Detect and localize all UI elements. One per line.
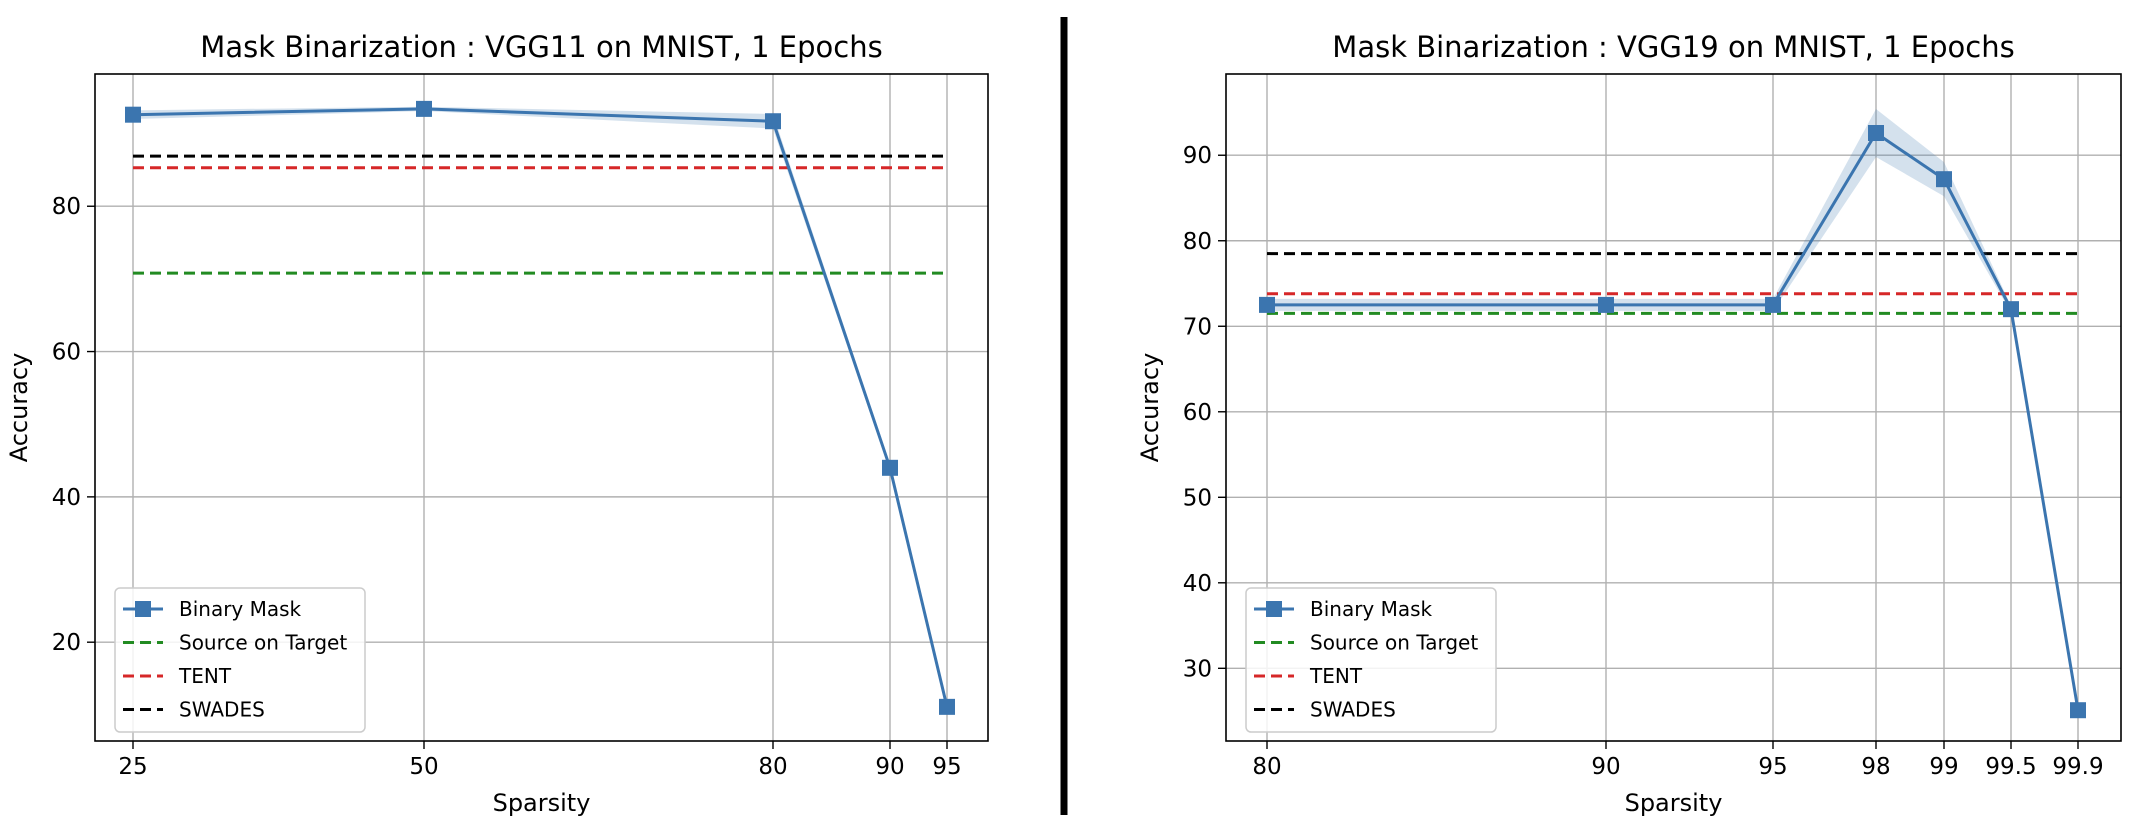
y-tick-label: 50	[1183, 485, 1212, 511]
data-point	[416, 100, 432, 117]
data-point	[939, 698, 955, 715]
legend-label: SWADES	[179, 698, 265, 722]
x-tick-label: 80	[1252, 754, 1281, 780]
data-point	[125, 106, 141, 123]
data-point	[2070, 702, 2086, 719]
y-tick-label: 60	[52, 340, 81, 366]
grid	[95, 74, 988, 741]
data-point	[1259, 296, 1275, 313]
plot-frame	[94, 73, 989, 742]
x-tick-label: 80	[758, 754, 787, 780]
x-tick-label: 90	[875, 754, 904, 780]
legend-marker	[135, 601, 151, 617]
legend-marker	[1266, 601, 1282, 617]
legend: Binary Mask Source on Target TENT SWADES	[1245, 587, 1497, 733]
y-tick-label: 30	[1183, 656, 1212, 682]
legend-box	[1245, 587, 1497, 733]
legend-label: Source on Target	[1310, 631, 1478, 655]
y-tick-label: 80	[52, 194, 81, 220]
data-point	[882, 459, 898, 476]
x-tick-label: 95	[1758, 754, 1787, 780]
y-tick-label: 20	[52, 630, 81, 656]
y-tick-label: 80	[1183, 229, 1212, 255]
chart-title: Mask Binarization : VGG19 on MNIST, 1 Ep…	[1332, 30, 2014, 64]
x-tick-label: 90	[1591, 754, 1620, 780]
legend-box	[114, 587, 366, 733]
legend-label: Binary Mask	[179, 597, 302, 621]
y-tick-label: 40	[1183, 571, 1212, 597]
x-tick-label: 50	[409, 754, 438, 780]
legend: Binary Mask Source on Target TENT SWADES	[114, 587, 366, 733]
y-tick-label: 90	[1183, 143, 1212, 169]
y-tick-label: 60	[1183, 400, 1212, 426]
data-point	[1598, 296, 1614, 313]
chart-title: Mask Binarization : VGG11 on MNIST, 1 Ep…	[200, 30, 882, 64]
data-point	[1765, 296, 1781, 313]
legend-label: SWADES	[1310, 698, 1396, 722]
data-point	[2003, 301, 2019, 318]
legend-label: TENT	[1309, 664, 1363, 688]
legend-label: Source on Target	[179, 631, 347, 655]
x-tick-label: 95	[932, 754, 961, 780]
y-axis-label: Accuracy	[1136, 353, 1164, 463]
legend-label: TENT	[178, 664, 232, 688]
x-tick-label: 25	[118, 754, 147, 780]
x-axis-label: Sparsity	[493, 789, 591, 817]
plot-frame	[1225, 73, 2122, 742]
y-axis-label: Accuracy	[5, 353, 33, 463]
chart-vgg11: 25 50 80 90 95 20 40 60 80 Mask Binarization : VG…	[5, 30, 989, 817]
legend-label: Binary Mask	[1310, 597, 1433, 621]
chart-vgg19: 80 90 95 98 99 99.5 99.9 30 40 50 60 70 80 90 Mask Bin…	[1136, 30, 2122, 817]
x-tick-label: 98	[1861, 754, 1890, 780]
x-tick-label: 99.9	[2052, 754, 2103, 780]
data-point	[765, 113, 781, 130]
x-axis-label: Sparsity	[1625, 789, 1723, 817]
x-tick-label: 99.5	[1985, 754, 2036, 780]
x-tick-label: 99	[1929, 754, 1958, 780]
data-point	[1868, 125, 1884, 142]
y-tick-label: 40	[52, 485, 81, 511]
data-point	[1936, 171, 1952, 188]
y-tick-label: 70	[1183, 314, 1212, 340]
